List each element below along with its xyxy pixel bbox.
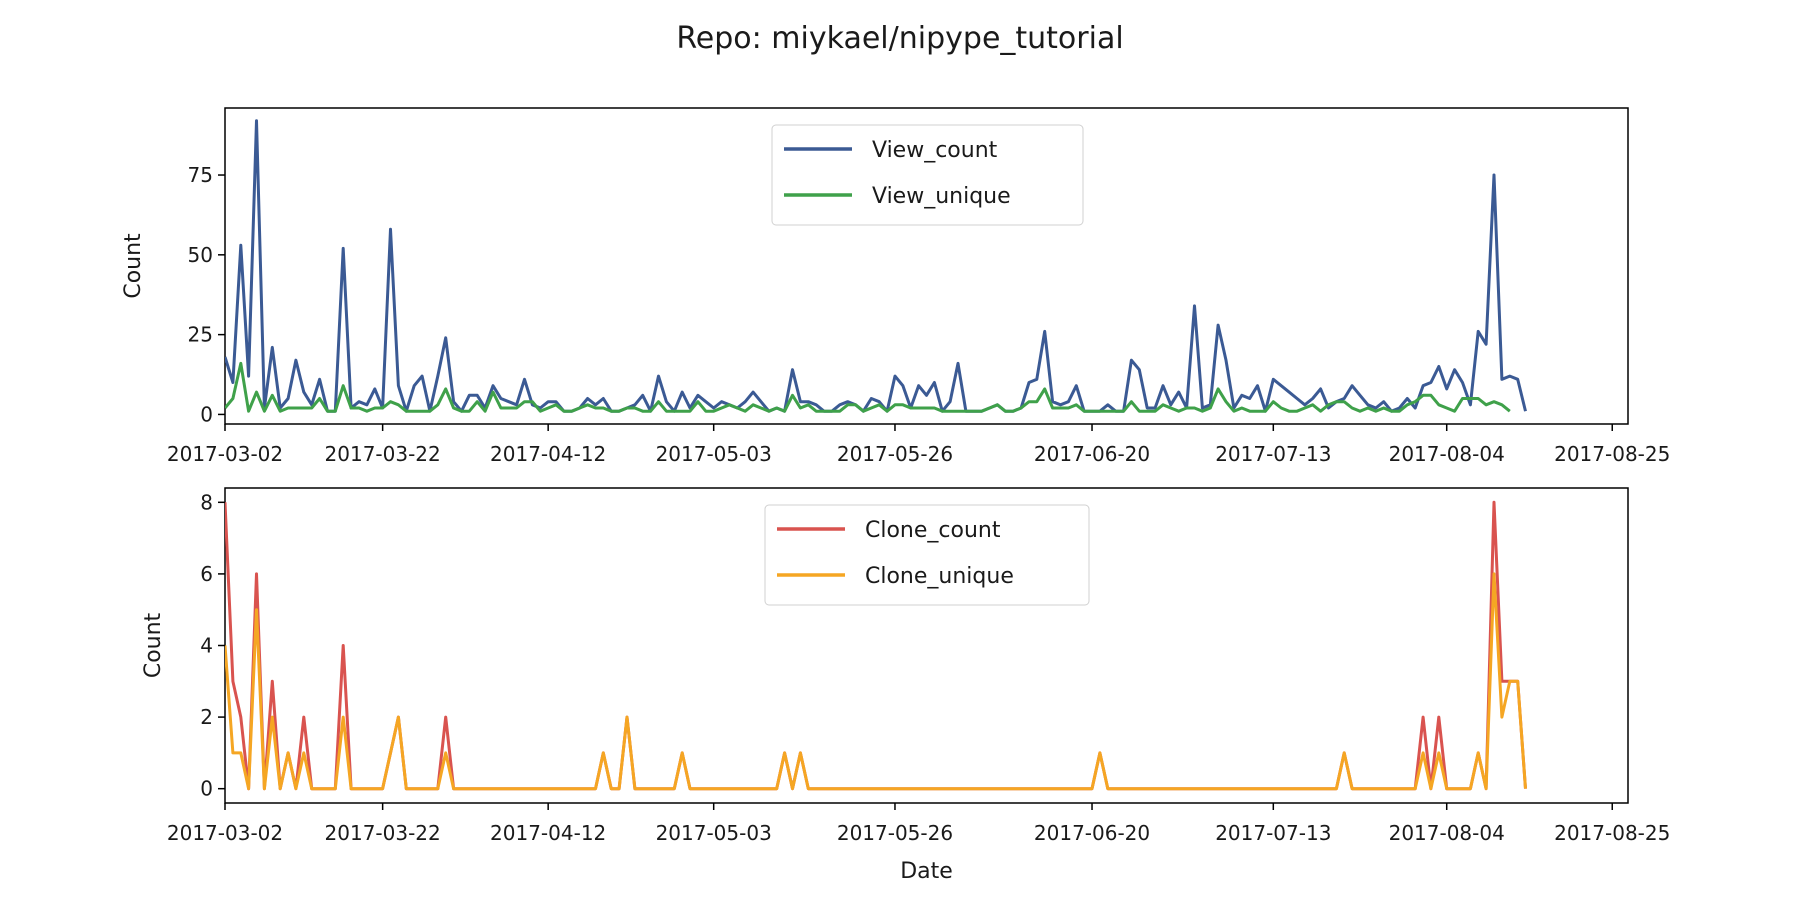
y-axis-label: Count — [121, 233, 146, 299]
y-tick-label: 8 — [200, 490, 213, 514]
chart-panel-2: 0 2 4 6 8 2017-03-02 2017-03-22 2017-04-12 2017-… — [141, 487, 1670, 884]
x-tick-label: 2017-08-25 — [1554, 821, 1670, 845]
x-tick-label: 2017-08-25 — [1554, 442, 1670, 466]
x-tick-label: 2017-04-12 — [490, 442, 606, 466]
x-tick-label: 2017-07-13 — [1215, 821, 1331, 845]
y-tick-label: 25 — [188, 323, 213, 347]
x-tick-label: 2017-07-13 — [1215, 442, 1331, 466]
chart-panel-1: 0 25 50 75 2017-03-02 2017-03-22 2017-04-12 201… — [121, 107, 1670, 466]
x-tick-label: 2017-05-26 — [837, 821, 953, 845]
series-line-view-unique — [225, 361, 1511, 413]
x-tick-label: 2017-08-04 — [1389, 821, 1505, 845]
y-tick-label: 50 — [188, 243, 213, 267]
x-tick-label: 2017-03-22 — [325, 821, 441, 845]
plot-frame — [224, 107, 1629, 425]
y-tick-label: 4 — [200, 634, 213, 658]
legend-label: View_unique — [872, 184, 1011, 209]
x-tick-label: 2017-05-03 — [656, 821, 772, 845]
chart-title: Repo: miykael/nipype_tutorial — [676, 21, 1123, 56]
x-tick-label: 2017-06-20 — [1034, 821, 1150, 845]
x-axis-label: Date — [900, 859, 953, 884]
y-tick-label: 75 — [188, 163, 213, 187]
legend-box — [764, 504, 1090, 606]
y-tick-label: 2 — [200, 705, 213, 729]
y-axis-label: Count — [141, 612, 166, 678]
x-tick-label: 2017-04-12 — [490, 821, 606, 845]
x-tick-label: 2017-03-02 — [167, 821, 283, 845]
legend: View_count View_unique — [771, 124, 1084, 226]
y-tick-label: 0 — [200, 402, 213, 426]
x-tick-label: 2017-06-20 — [1034, 442, 1150, 466]
x-tick-label: 2017-05-26 — [837, 442, 953, 466]
legend: Clone_count Clone_unique — [764, 504, 1090, 606]
x-tick-label: 2017-03-22 — [325, 442, 441, 466]
x-tick-label: 2017-03-02 — [167, 442, 283, 466]
series-line-clone-unique — [225, 572, 1527, 791]
legend-label: Clone_unique — [865, 564, 1014, 589]
y-tick-label: 0 — [200, 777, 213, 801]
legend-label: View_count — [872, 138, 998, 163]
x-tick-label: 2017-08-04 — [1389, 442, 1505, 466]
x-tick-label: 2017-05-03 — [656, 442, 772, 466]
legend-label: Clone_count — [865, 518, 1001, 543]
series-line-view-count — [225, 119, 1527, 413]
y-tick-label: 6 — [200, 562, 213, 586]
